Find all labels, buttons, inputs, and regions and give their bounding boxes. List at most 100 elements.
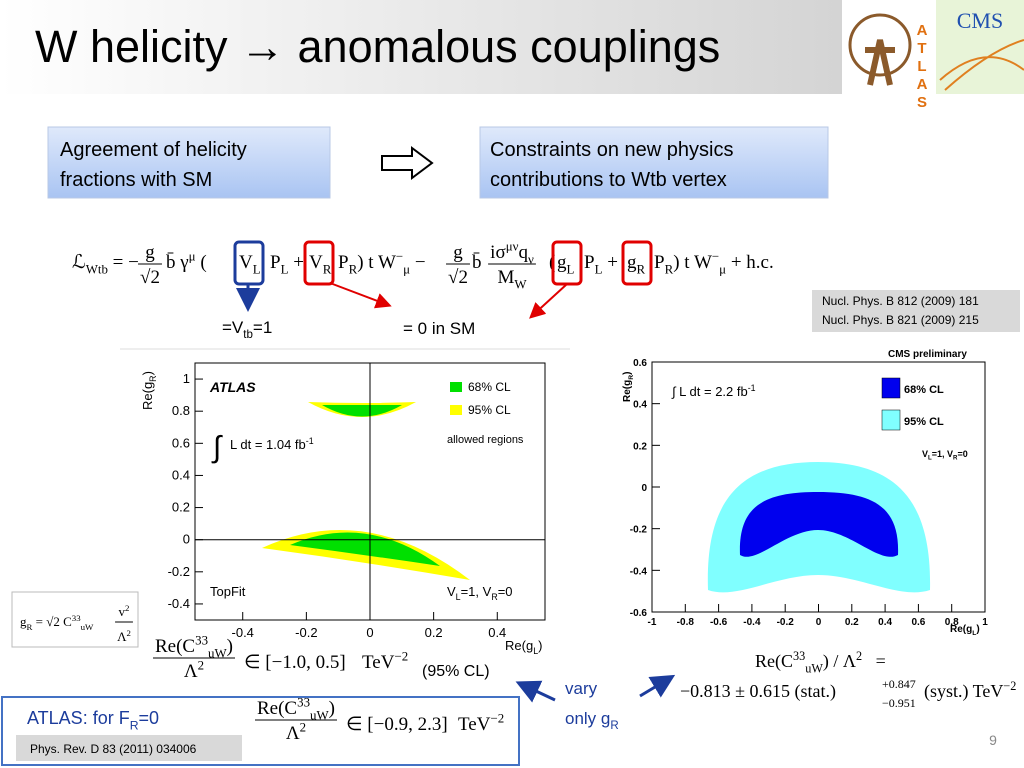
denominator-part: Λ bbox=[117, 629, 127, 644]
y-tick-label-part: -0.2 bbox=[168, 564, 190, 579]
formula-part: R bbox=[349, 262, 358, 277]
formula-part: b̄ bbox=[472, 252, 482, 273]
legend-note: allowed regions bbox=[447, 434, 524, 446]
formula-part: b̄ γ bbox=[166, 252, 189, 273]
formula-part: −2 bbox=[394, 648, 408, 663]
formula: gL bbox=[557, 252, 575, 277]
y-tick-label-part: 0.6 bbox=[172, 435, 190, 450]
x-tick-label: 0.2 bbox=[845, 617, 859, 628]
note-part: only g bbox=[565, 709, 610, 728]
x-tick-label: -0.8 bbox=[677, 617, 695, 628]
formula-part: ∈ [−1.0, 0.5] bbox=[244, 652, 346, 673]
formula-part: −0.813 ± 0.615 (stat.) bbox=[680, 681, 836, 702]
page-number: 9 bbox=[989, 732, 997, 748]
box-text: Constraints on new physics bbox=[490, 139, 733, 161]
x-tick-label-part: -0.2 bbox=[295, 625, 317, 640]
note: = 0 in SM bbox=[403, 319, 475, 338]
experiment: CMS preliminary bbox=[888, 349, 967, 360]
highlight-box bbox=[303, 240, 335, 286]
x-tick-label-part: -0.4 bbox=[232, 625, 254, 640]
atlas-logo-text: ATLAS bbox=[914, 22, 931, 112]
formula: gR = √2 C33uW bbox=[20, 613, 94, 632]
y-tick-label-part: 0.4 bbox=[633, 400, 647, 411]
y-tick-label-part: -0.4 bbox=[168, 596, 190, 611]
x-tick-label-part: 0.8 bbox=[945, 617, 959, 628]
assumption-part: V bbox=[922, 449, 928, 459]
legend-label: 68% CL bbox=[904, 384, 944, 396]
x-axis-label: Re(gL) bbox=[505, 638, 542, 656]
x-tick-label-part: 0.6 bbox=[911, 617, 925, 628]
x-tick-label-part: 0.2 bbox=[845, 617, 859, 628]
reference: Nucl. Phys. B 821 (2009) 215 bbox=[822, 313, 979, 327]
formula: b̄ γμ ( bbox=[166, 248, 207, 273]
y-tick-label: 0.2 bbox=[172, 500, 190, 515]
x-tick-label: 0 bbox=[816, 617, 822, 628]
atlas-logo-text-part: ATLAS bbox=[914, 22, 931, 112]
note-part: =1 bbox=[253, 318, 272, 337]
y-tick-label-part: -0.2 bbox=[630, 525, 648, 536]
numerator-part: uW bbox=[208, 646, 227, 661]
assumption: VL=1, VR=0 bbox=[922, 449, 968, 462]
formula: ∈ [−0.9, 2.3] bbox=[346, 714, 448, 735]
formula: −0.951 bbox=[882, 696, 916, 710]
formula: PL + bbox=[584, 252, 618, 277]
denominator-part: 2 bbox=[300, 719, 306, 734]
y-axis-label-part: Re(g bbox=[622, 380, 633, 402]
x-axis-label-part: Re(g bbox=[950, 624, 972, 635]
implies-arrow bbox=[381, 146, 434, 180]
formula-part: μ bbox=[719, 262, 726, 277]
formula-part: = − bbox=[108, 252, 139, 273]
note: only gR bbox=[565, 709, 619, 732]
numerator-part: ) bbox=[329, 698, 335, 719]
experiment-part: CMS preliminary bbox=[888, 349, 967, 360]
formula-part: = bbox=[862, 651, 886, 671]
formula-part: ) t W bbox=[673, 252, 712, 273]
legend-swatch bbox=[881, 409, 901, 431]
experiment: ATLAS bbox=[209, 379, 256, 395]
title-part: W helicity → anomalous couplings bbox=[35, 21, 720, 72]
numerator-part: Re bbox=[257, 698, 278, 719]
numerator: g bbox=[145, 242, 155, 263]
formula-part: ℒ bbox=[72, 252, 86, 273]
box bbox=[479, 126, 829, 199]
assumption-part: =1, V bbox=[461, 584, 492, 599]
y-axis-label-part: Re(g bbox=[140, 382, 155, 410]
contour-68 bbox=[322, 405, 402, 417]
formula-part: ( bbox=[196, 252, 207, 273]
y-tick-label-part: 0 bbox=[183, 532, 190, 547]
formula-part: Wtb bbox=[86, 262, 108, 277]
formula-part: (syst.) TeV bbox=[924, 681, 1003, 702]
x-tick-label: 0.2 bbox=[425, 625, 443, 640]
luminosity-part: ∫ L dt = 2.2 fb bbox=[671, 384, 748, 399]
x-axis-label-part: L bbox=[972, 630, 976, 637]
reference-part: Phys. Rev. D 83 (2011) 034006 bbox=[30, 742, 197, 756]
box-text-part: Constraints on new physics bbox=[490, 139, 733, 161]
luminosity: ∫ bbox=[211, 431, 223, 464]
formula-part: 33 bbox=[72, 613, 81, 623]
y-tick-label-part: 0.6 bbox=[633, 358, 647, 369]
note: vary bbox=[565, 679, 598, 698]
numerator: iσμνqν bbox=[490, 238, 534, 266]
formula-part: TeV bbox=[458, 714, 491, 735]
legend-label-part: 95% CL bbox=[904, 416, 944, 428]
y-tick-label-part: -0.4 bbox=[630, 566, 648, 577]
denominator: Λ2 bbox=[286, 719, 306, 744]
formula-part: Re(C bbox=[755, 651, 793, 672]
numerator-part: (C bbox=[176, 636, 195, 657]
y-tick-label: -0.2 bbox=[168, 564, 190, 579]
y-axis-label: Re(gR) bbox=[140, 371, 158, 410]
formula: VL bbox=[239, 252, 261, 277]
denominator-part: M bbox=[497, 267, 514, 288]
x-tick-label: -1 bbox=[648, 617, 657, 628]
denominator-part: Λ bbox=[184, 661, 198, 682]
formula-part: ) t W bbox=[357, 252, 396, 273]
formula-box bbox=[11, 591, 139, 648]
formula-part: −2 bbox=[1003, 679, 1016, 693]
assumption-part: R bbox=[953, 455, 958, 462]
y-tick-label: -0.2 bbox=[630, 525, 648, 536]
legend-label: 95% CL bbox=[468, 403, 511, 417]
formula-part: uW bbox=[805, 661, 823, 675]
box-text-part: fractions with SM bbox=[60, 169, 212, 191]
formula-part: ) bbox=[823, 651, 829, 672]
